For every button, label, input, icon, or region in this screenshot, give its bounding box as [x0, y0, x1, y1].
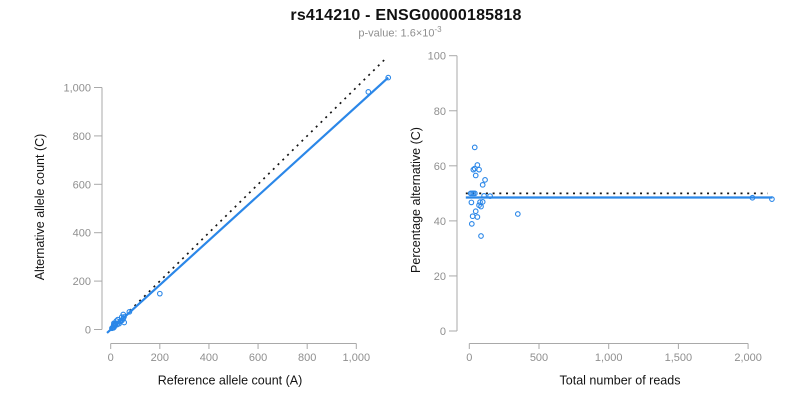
data-point: [470, 166, 477, 173]
data-point: [156, 290, 163, 297]
y-tick-label: 100: [428, 51, 446, 63]
y-tick-label: 80: [434, 106, 446, 118]
data-point: [365, 89, 372, 95]
data-point: [481, 192, 487, 199]
y-tick-label: 0: [85, 325, 91, 337]
data-point: [126, 308, 133, 315]
data-point: [479, 181, 486, 188]
data-point: [121, 314, 127, 320]
data-point: [468, 199, 475, 206]
data-point: [121, 319, 128, 326]
x-axis-title: Reference allele count (A): [158, 374, 303, 388]
data-point: [749, 194, 756, 201]
x-tick-label: 0: [108, 352, 114, 364]
figure-subtitle: p-value: 1.6×10-3: [0, 25, 800, 40]
data-point: [482, 177, 488, 183]
data-point: [514, 211, 521, 217]
data-point: [474, 214, 481, 220]
data-point: [474, 162, 481, 168]
x-tick-label: 1,000: [343, 352, 371, 364]
y-axis-title: Alternative allele count (C): [33, 134, 47, 281]
data-point: [479, 199, 486, 205]
data-point: [478, 233, 484, 239]
data-point: [468, 221, 475, 227]
x-tick-label: 1,500: [665, 352, 693, 364]
x-tick-label: 0: [466, 352, 472, 364]
pvalue-text: p-value: 1.6×10: [358, 27, 435, 40]
y-tick-label: 60: [434, 161, 446, 173]
y-tick-label: 1,000: [63, 83, 91, 95]
y-tick-label: 200: [73, 276, 91, 288]
x-tick-label: 200: [151, 352, 169, 364]
x-tick-label: 1,000: [595, 352, 623, 364]
x-tick-label: 500: [530, 352, 548, 364]
y-axis-title: Percentage alternative (C): [409, 127, 423, 273]
y-tick-label: 600: [73, 179, 91, 191]
x-tick-label: 800: [298, 352, 316, 364]
data-point: [469, 213, 476, 220]
pvalue-exponent: -3: [434, 25, 442, 34]
fit-line: [106, 76, 389, 334]
data-point: [471, 144, 478, 151]
figure-title: rs414210 - ENSG00000185818: [290, 7, 522, 24]
data-point: [120, 311, 127, 318]
identity-line: [110, 57, 387, 331]
y-tick-label: 0: [440, 326, 446, 338]
data-point: [769, 196, 775, 202]
x-tick-label: 2,000: [734, 352, 762, 364]
x-tick-label: 400: [200, 352, 218, 364]
x-tick-label: 600: [249, 352, 267, 364]
data-point: [472, 190, 478, 197]
data-point: [476, 166, 482, 173]
y-tick-label: 800: [73, 131, 91, 143]
x-axis-title: Total number of reads: [560, 374, 681, 388]
data-point: [385, 74, 392, 81]
data-point: [472, 208, 479, 215]
data-point: [478, 203, 484, 210]
y-tick-label: 400: [73, 228, 91, 240]
y-tick-label: 20: [434, 271, 446, 283]
data-point: [472, 172, 479, 179]
data-point: [487, 193, 493, 199]
y-tick-label: 40: [434, 216, 446, 228]
